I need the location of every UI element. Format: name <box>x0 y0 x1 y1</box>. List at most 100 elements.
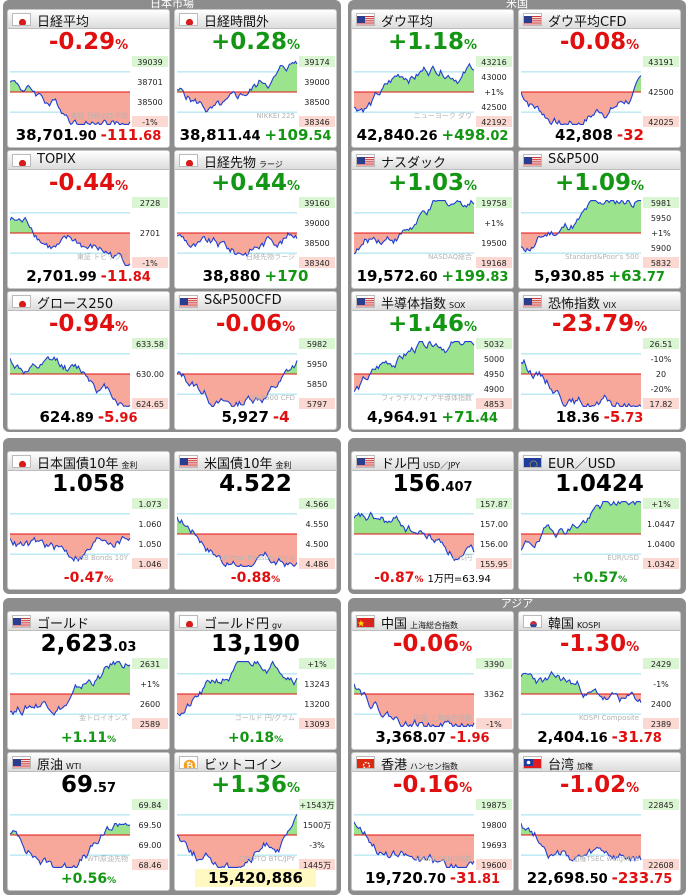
current-price: 19,572 <box>356 267 415 285</box>
tile-header: ダウ平均 <box>352 10 513 30</box>
axis-tick-label: 5000 <box>484 355 504 364</box>
market-tile[interactable]: 半導体指数 SOX +1.46% フィラデルフィア半導体指数 5032 5000 4950 4… <box>351 291 514 430</box>
current-price: 42,840 <box>356 126 415 144</box>
tile-title: ダウ平均CFD <box>548 15 627 30</box>
tile-title: EUR／USD <box>548 457 616 472</box>
price-line: 22,698.50 -233.75 <box>526 869 673 887</box>
point-change: +63.77 <box>608 267 665 285</box>
percent-change: -1.30% <box>559 631 640 657</box>
tile-header: 日経時間外 <box>175 10 336 30</box>
percent-change: -0.47% <box>63 570 114 586</box>
market-tile[interactable]: EUR／USD 1.0424 EUR/USD +1% 1.0447 1.0400 1.034… <box>518 451 681 590</box>
price-line: 42,840.26 +498.02 <box>356 126 509 144</box>
price-chart: 日経先物ラージ 39160 39000 38500 38340 <box>176 197 335 269</box>
axis-tick-label: +1% <box>484 219 504 228</box>
axis-tick-label: 4.500 <box>306 540 329 549</box>
us-flag-icon <box>523 13 542 26</box>
market-tile[interactable]: ダウ平均 +1.18% ニューヨーク ダウ 43216 43000 +1% 42500 421… <box>351 9 514 148</box>
axis-tick-label: 42192 <box>481 118 506 127</box>
axis-tick-label: +1% <box>651 500 671 509</box>
axis-tick-label: 38500 <box>304 239 329 248</box>
price-chart: 中国 上海総合指数 3390 3362 -1% <box>353 658 512 730</box>
market-tile[interactable]: ナスダック +1.03% NASDAQ総合 19758 +1% 19500 19168 19,… <box>351 150 514 289</box>
point-change: +71.44 <box>441 408 498 426</box>
tile-title: 半導体指数 SOX <box>381 297 466 312</box>
market-tile[interactable]: 日経平均 -0.29% 東証 日経225平均 39039 38701 38500 -1% 38… <box>7 9 170 148</box>
point-change: -4 <box>272 408 290 426</box>
price-line: 38,811.44 +109.54 <box>179 126 332 144</box>
axis-tick-label: 4853 <box>484 400 504 409</box>
price-chart: ゴールド 円/グラム +1% 13243 13200 13093 <box>176 658 335 730</box>
price-line: 3,368.07 -1.96 <box>375 728 490 746</box>
axis-tick-label: 4.486 <box>306 560 329 569</box>
price-chart: NIKKEI 225 39174 39000 38500 38346 <box>176 56 335 128</box>
market-tile[interactable]: 日経時間外 +0.28% NIKKEI 225 39174 39000 38500 3834… <box>174 9 337 148</box>
axis-tick-label: 5900 <box>651 244 671 253</box>
market-tile[interactable]: 原油 WTI 69.57 WTI原油先物 69.84 69.50 69.00 68.46 +0.… <box>7 752 170 891</box>
market-tile[interactable]: ダウ平均CFD -0.08% 43191 42500 42025 42,808 -32 <box>518 9 681 148</box>
tile-title: 米国債10年 金利 <box>204 457 292 472</box>
price-line: 18.36 -5.73 <box>555 408 644 426</box>
price-chart: ドル円 157.87 157.00 156.00 155.95 <box>353 498 512 570</box>
market-tile[interactable]: TOPIX -0.44% 東証 トピックス 2728 2701 -1% 2,701.99 -1… <box>7 150 170 289</box>
tile-title: 原油 WTI <box>37 758 82 773</box>
market-tile[interactable]: ドル円 USD／JPY 156.407 ドル円 157.87 157.00 156.00 15… <box>351 451 514 590</box>
axis-tick-label: 157.87 <box>480 500 508 509</box>
axis-tick-label: 155.95 <box>480 560 508 569</box>
axis-tick-label: 19693 <box>481 841 506 850</box>
tile-title: ダウ平均 <box>381 15 434 30</box>
watermark: EUR/USD <box>607 554 639 562</box>
axis-tick-label: 5797 <box>307 400 327 409</box>
sparkline-chart: フィラデルフィア半導体指数 5032 5000 4950 4900 4853 <box>353 338 512 409</box>
market-tile[interactable]: 日本国債10年 金利 1.058 JGB Bonds 10Y 1.073 1.060 1.0… <box>7 451 170 590</box>
us-flag-icon <box>179 295 198 308</box>
axis-tick-label: 19875 <box>481 801 506 810</box>
svg-text:₿: ₿ <box>186 761 193 769</box>
tile-header: EUR／USD <box>519 452 680 472</box>
market-tile[interactable]: 台湾 加権 -1.02% 加権TSEC weighted 22845 22608 22,69… <box>518 752 681 891</box>
axis-tick-label: 4.566 <box>306 500 329 509</box>
axis-tick-label: 2429 <box>651 660 671 669</box>
market-tile[interactable]: S&P500CFD -0.06% S&P500 CFD 5982 5950 5850 579… <box>174 291 337 430</box>
price-line: 5,927 -4 <box>175 408 336 426</box>
price-chart: 43191 42500 42025 <box>520 56 679 128</box>
tile-header: ゴールド <box>8 612 169 632</box>
axis-tick-label: 13093 <box>304 720 329 729</box>
current-price: 38,880 <box>202 267 261 285</box>
price-chart: JGB Bonds 10Y 1.073 1.060 1.050 1.046 <box>9 498 168 570</box>
current-price: 5,930 <box>534 267 582 285</box>
market-tile[interactable]: ₿ ビットコイン +1.36% CRYPTO BTC/JPY +1543万 1500万 -3… <box>174 752 337 891</box>
market-tile[interactable]: 米国債10年 金利 4.522 10-Year Treasury Yield 4.566… <box>174 451 337 590</box>
axis-tick-label: 1445万 <box>303 861 331 870</box>
current-price: 4.522 <box>219 471 292 497</box>
axis-tick-label: 1.050 <box>139 540 162 549</box>
btc-flag-icon: ₿ <box>179 756 198 769</box>
current-price: 38,701 <box>15 126 74 144</box>
us-flag-icon <box>12 615 31 628</box>
axis-tick-label: 22608 <box>648 861 673 870</box>
market-tile[interactable]: 中国 上海総合指数 -0.06% 中国 上海総合指数 3390 3362 -1% 3,368.… <box>351 611 514 750</box>
percent-change: +1.36% <box>210 772 301 798</box>
market-tile[interactable]: グロース250 -0.94% 633.58 630.00 624.65 624.89 -5.… <box>7 291 170 430</box>
axis-tick-label: 19600 <box>481 861 506 870</box>
tw-flag-icon <box>523 756 542 769</box>
percent-change: +1.11% <box>60 730 117 746</box>
market-tile[interactable]: 恐怖指数 VIX -23.79% 26.51 -10% 20 -20% 17.82 18.36-… <box>518 291 681 430</box>
axis-tick-label: 19758 <box>481 199 506 208</box>
jp-flag-icon <box>179 615 198 628</box>
market-tile[interactable]: 日経先物 ラージ +0.44% 日経先物ラージ 39160 39000 38500 38340… <box>174 150 337 289</box>
market-tile[interactable]: 韓国 KOSPI -1.30% KOSPI Composite 2429 -1% 2400 2… <box>518 611 681 750</box>
us-flag-icon <box>356 455 375 468</box>
market-tile[interactable]: 香港 ハンセン指数 -0.16% HANG SENG指数 19875 19800 19693… <box>351 752 514 891</box>
percent-change: +1.18% <box>387 29 478 55</box>
market-tile[interactable]: ゴールド 2,623.03 金トロイオンス 2631 +1% 2600 2589 +1.11% <box>7 611 170 750</box>
us-flag-icon <box>356 154 375 167</box>
market-tile[interactable]: S&P500 +1.09% Standard&Poor's 500 5981 5950 +… <box>518 150 681 289</box>
axis-tick-label: 5032 <box>484 340 504 349</box>
sparkline-chart: 10-Year Treasury Yield 4.566 4.550 4.500 4.4… <box>176 498 335 569</box>
market-tile[interactable]: ゴールド円 gv 13,190 ゴールド 円/グラム +1% 13243 13200 1309… <box>174 611 337 750</box>
percent-change: -0.16% <box>392 772 473 798</box>
tile-header: 中国 上海総合指数 <box>352 612 513 632</box>
axis-tick-label: 42025 <box>648 118 673 127</box>
tile-header: TOPIX <box>8 151 169 170</box>
